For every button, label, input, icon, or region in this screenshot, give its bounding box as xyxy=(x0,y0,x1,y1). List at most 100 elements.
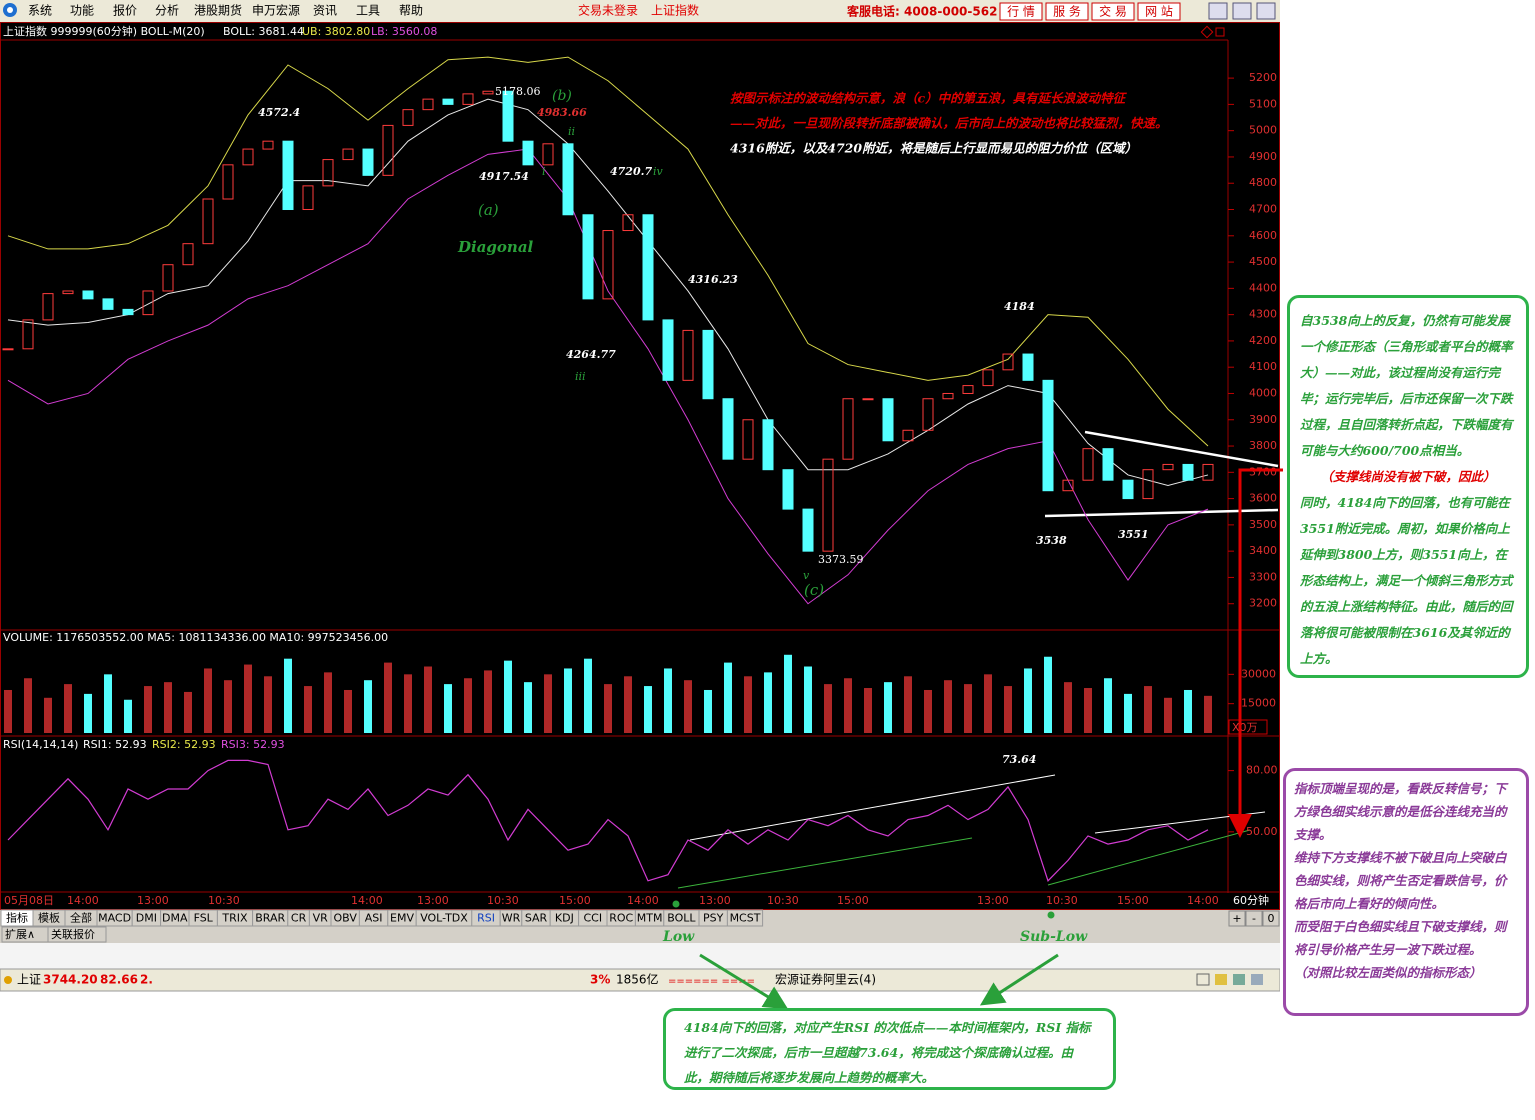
volume-bar xyxy=(24,678,32,733)
menu-item[interactable]: 工具 xyxy=(356,4,380,18)
indicator-tab-label[interactable]: PSY xyxy=(703,912,724,925)
zoom-control-label[interactable]: - xyxy=(1252,912,1256,925)
menu-button-label[interactable]: 交 易 xyxy=(1099,4,1127,19)
zoom-control[interactable] xyxy=(1245,910,1263,927)
sub-tab-bar xyxy=(0,927,1280,943)
indicator-tab-label[interactable]: KDJ xyxy=(555,912,574,925)
menu-button[interactable] xyxy=(999,2,1043,21)
indicator-tab-label[interactable]: BRAR xyxy=(255,912,285,925)
y-tick-label: 3900 xyxy=(1249,413,1277,426)
indicator-tab-label[interactable]: ROC xyxy=(609,912,633,925)
indicator-tab-label[interactable]: MTM xyxy=(637,912,663,925)
candle xyxy=(1102,448,1114,481)
sub-tab-label[interactable]: 关联报价 xyxy=(51,927,95,941)
menu-button-label[interactable]: 服 务 xyxy=(1053,4,1081,19)
menu-bar xyxy=(0,0,1280,22)
status-field: 82.66 xyxy=(100,973,138,987)
rsi-line xyxy=(7,759,1209,882)
indicator-tab-label[interactable]: DMI xyxy=(136,912,157,925)
zoom-control[interactable] xyxy=(1228,910,1246,927)
candle xyxy=(322,159,334,187)
boll-band xyxy=(7,56,1209,447)
x-tick-label: 14:00 xyxy=(351,894,383,907)
volume-bar xyxy=(324,672,332,733)
indicator-tab-label[interactable]: VR xyxy=(313,912,329,925)
chart-header: BOLL: 3681.44 xyxy=(223,25,304,38)
volume-bar xyxy=(184,691,192,733)
candle xyxy=(562,143,574,216)
volume-bar xyxy=(404,674,412,733)
indicator-tab-label[interactable]: EMV xyxy=(390,912,414,925)
indicator-tab-label[interactable]: RSI xyxy=(477,912,495,925)
y-tick-label: 4900 xyxy=(1249,150,1277,163)
menu-item[interactable]: 系统 xyxy=(28,4,52,18)
candle xyxy=(1142,469,1154,500)
chart-control[interactable] xyxy=(1215,27,1225,37)
indicator-tab-label[interactable]: 指标 xyxy=(6,911,28,925)
indicator-tab[interactable] xyxy=(726,909,764,927)
menu-button-label[interactable]: 行 情 xyxy=(1007,5,1035,19)
wave-label: 4917.54 xyxy=(479,170,529,183)
menu-item[interactable]: 报价 xyxy=(113,3,137,18)
indicator-tab-label[interactable]: SAR xyxy=(525,912,548,925)
indicator-tab-label[interactable]: CR xyxy=(291,912,307,925)
indicator-tab-label[interactable]: CCI xyxy=(583,912,602,925)
menu-button[interactable] xyxy=(1137,2,1181,21)
indicator-tab-label[interactable]: DMA xyxy=(162,912,188,925)
wave-label: v xyxy=(803,569,810,582)
indicator-tab-label[interactable]: 模板 xyxy=(38,911,60,925)
indicator-tab-label[interactable]: OBV xyxy=(333,912,357,925)
wave-label: iii xyxy=(575,370,586,383)
window-control[interactable] xyxy=(1208,2,1228,20)
y-tick-label: 3700 xyxy=(1249,465,1277,478)
indicator-tab-label[interactable]: MCST xyxy=(730,912,761,925)
menu-item[interactable]: 资讯 xyxy=(313,4,337,18)
indicator-tab-label[interactable]: ASI xyxy=(365,912,383,925)
indicator-tab-label[interactable]: FSL xyxy=(194,912,214,925)
note-text: 而受阻于白色细实线且下破支撑线，则将引导价格产生另一波下跌过程。 xyxy=(1294,919,1507,957)
menu-button-label[interactable]: 网 站 xyxy=(1145,5,1173,19)
menu-item[interactable]: 申万宏源 xyxy=(252,3,300,18)
y-tick-label: 30000 xyxy=(1241,667,1276,680)
indicator-tab-label[interactable]: VOL-TDX xyxy=(420,912,468,925)
volume-bar xyxy=(604,684,612,733)
chart-control[interactable] xyxy=(1200,25,1214,39)
menu-item[interactable]: 功能 xyxy=(70,4,94,18)
y-tick-label: 3800 xyxy=(1249,439,1277,452)
zoom-control[interactable] xyxy=(1262,910,1280,927)
zoom-control-label[interactable]: + xyxy=(1232,912,1241,925)
y-tick-label: 4700 xyxy=(1249,203,1277,216)
menu-item[interactable]: 分析 xyxy=(155,4,179,18)
sub-tab[interactable] xyxy=(47,926,107,943)
menu-button[interactable] xyxy=(1045,2,1089,21)
y-tick-label: 3200 xyxy=(1249,597,1277,610)
menu-item[interactable]: 帮助 xyxy=(399,4,423,18)
indicator-tab-label[interactable]: MACD xyxy=(98,912,131,925)
note-text: 维持下方支撑线不被下破且向上突破白色细实线，则将产生否定看跌信号，价格后市向上看… xyxy=(1294,850,1507,911)
zoom-control-label[interactable]: 0 xyxy=(1268,912,1275,925)
candle xyxy=(802,508,814,552)
menu-item[interactable]: 港股期货 xyxy=(194,3,242,18)
menu-button[interactable] xyxy=(1091,2,1135,21)
wave-label: (a) xyxy=(478,201,499,219)
window-control[interactable] xyxy=(1232,2,1252,20)
volume-bar xyxy=(904,676,912,733)
status-icon xyxy=(1196,973,1210,986)
note-text: 指标顶端呈现的是，看跌反转信号；下方绿色细实线示意的是低谷连线充当的支撑。 xyxy=(1294,781,1507,842)
volume-bar xyxy=(524,682,532,733)
candle xyxy=(602,230,614,300)
volume-bar xyxy=(244,664,252,733)
volume-bar xyxy=(444,684,452,733)
indicator-tab-label[interactable]: BOLL xyxy=(667,912,696,925)
indicator-tab-label[interactable]: TRIX xyxy=(221,912,248,925)
y-tick-label: 4200 xyxy=(1249,334,1277,347)
indicator-tab-label[interactable]: WR xyxy=(502,912,521,925)
sub-tab-label[interactable]: 扩展∧ xyxy=(5,927,35,941)
candle xyxy=(462,93,474,105)
window-control[interactable] xyxy=(1256,2,1276,20)
candle xyxy=(262,140,274,150)
volume-bar xyxy=(704,689,712,733)
volume-bar xyxy=(924,689,932,733)
status-field: 上证 xyxy=(17,973,41,987)
indicator-tab-label[interactable]: 全部 xyxy=(70,911,92,925)
